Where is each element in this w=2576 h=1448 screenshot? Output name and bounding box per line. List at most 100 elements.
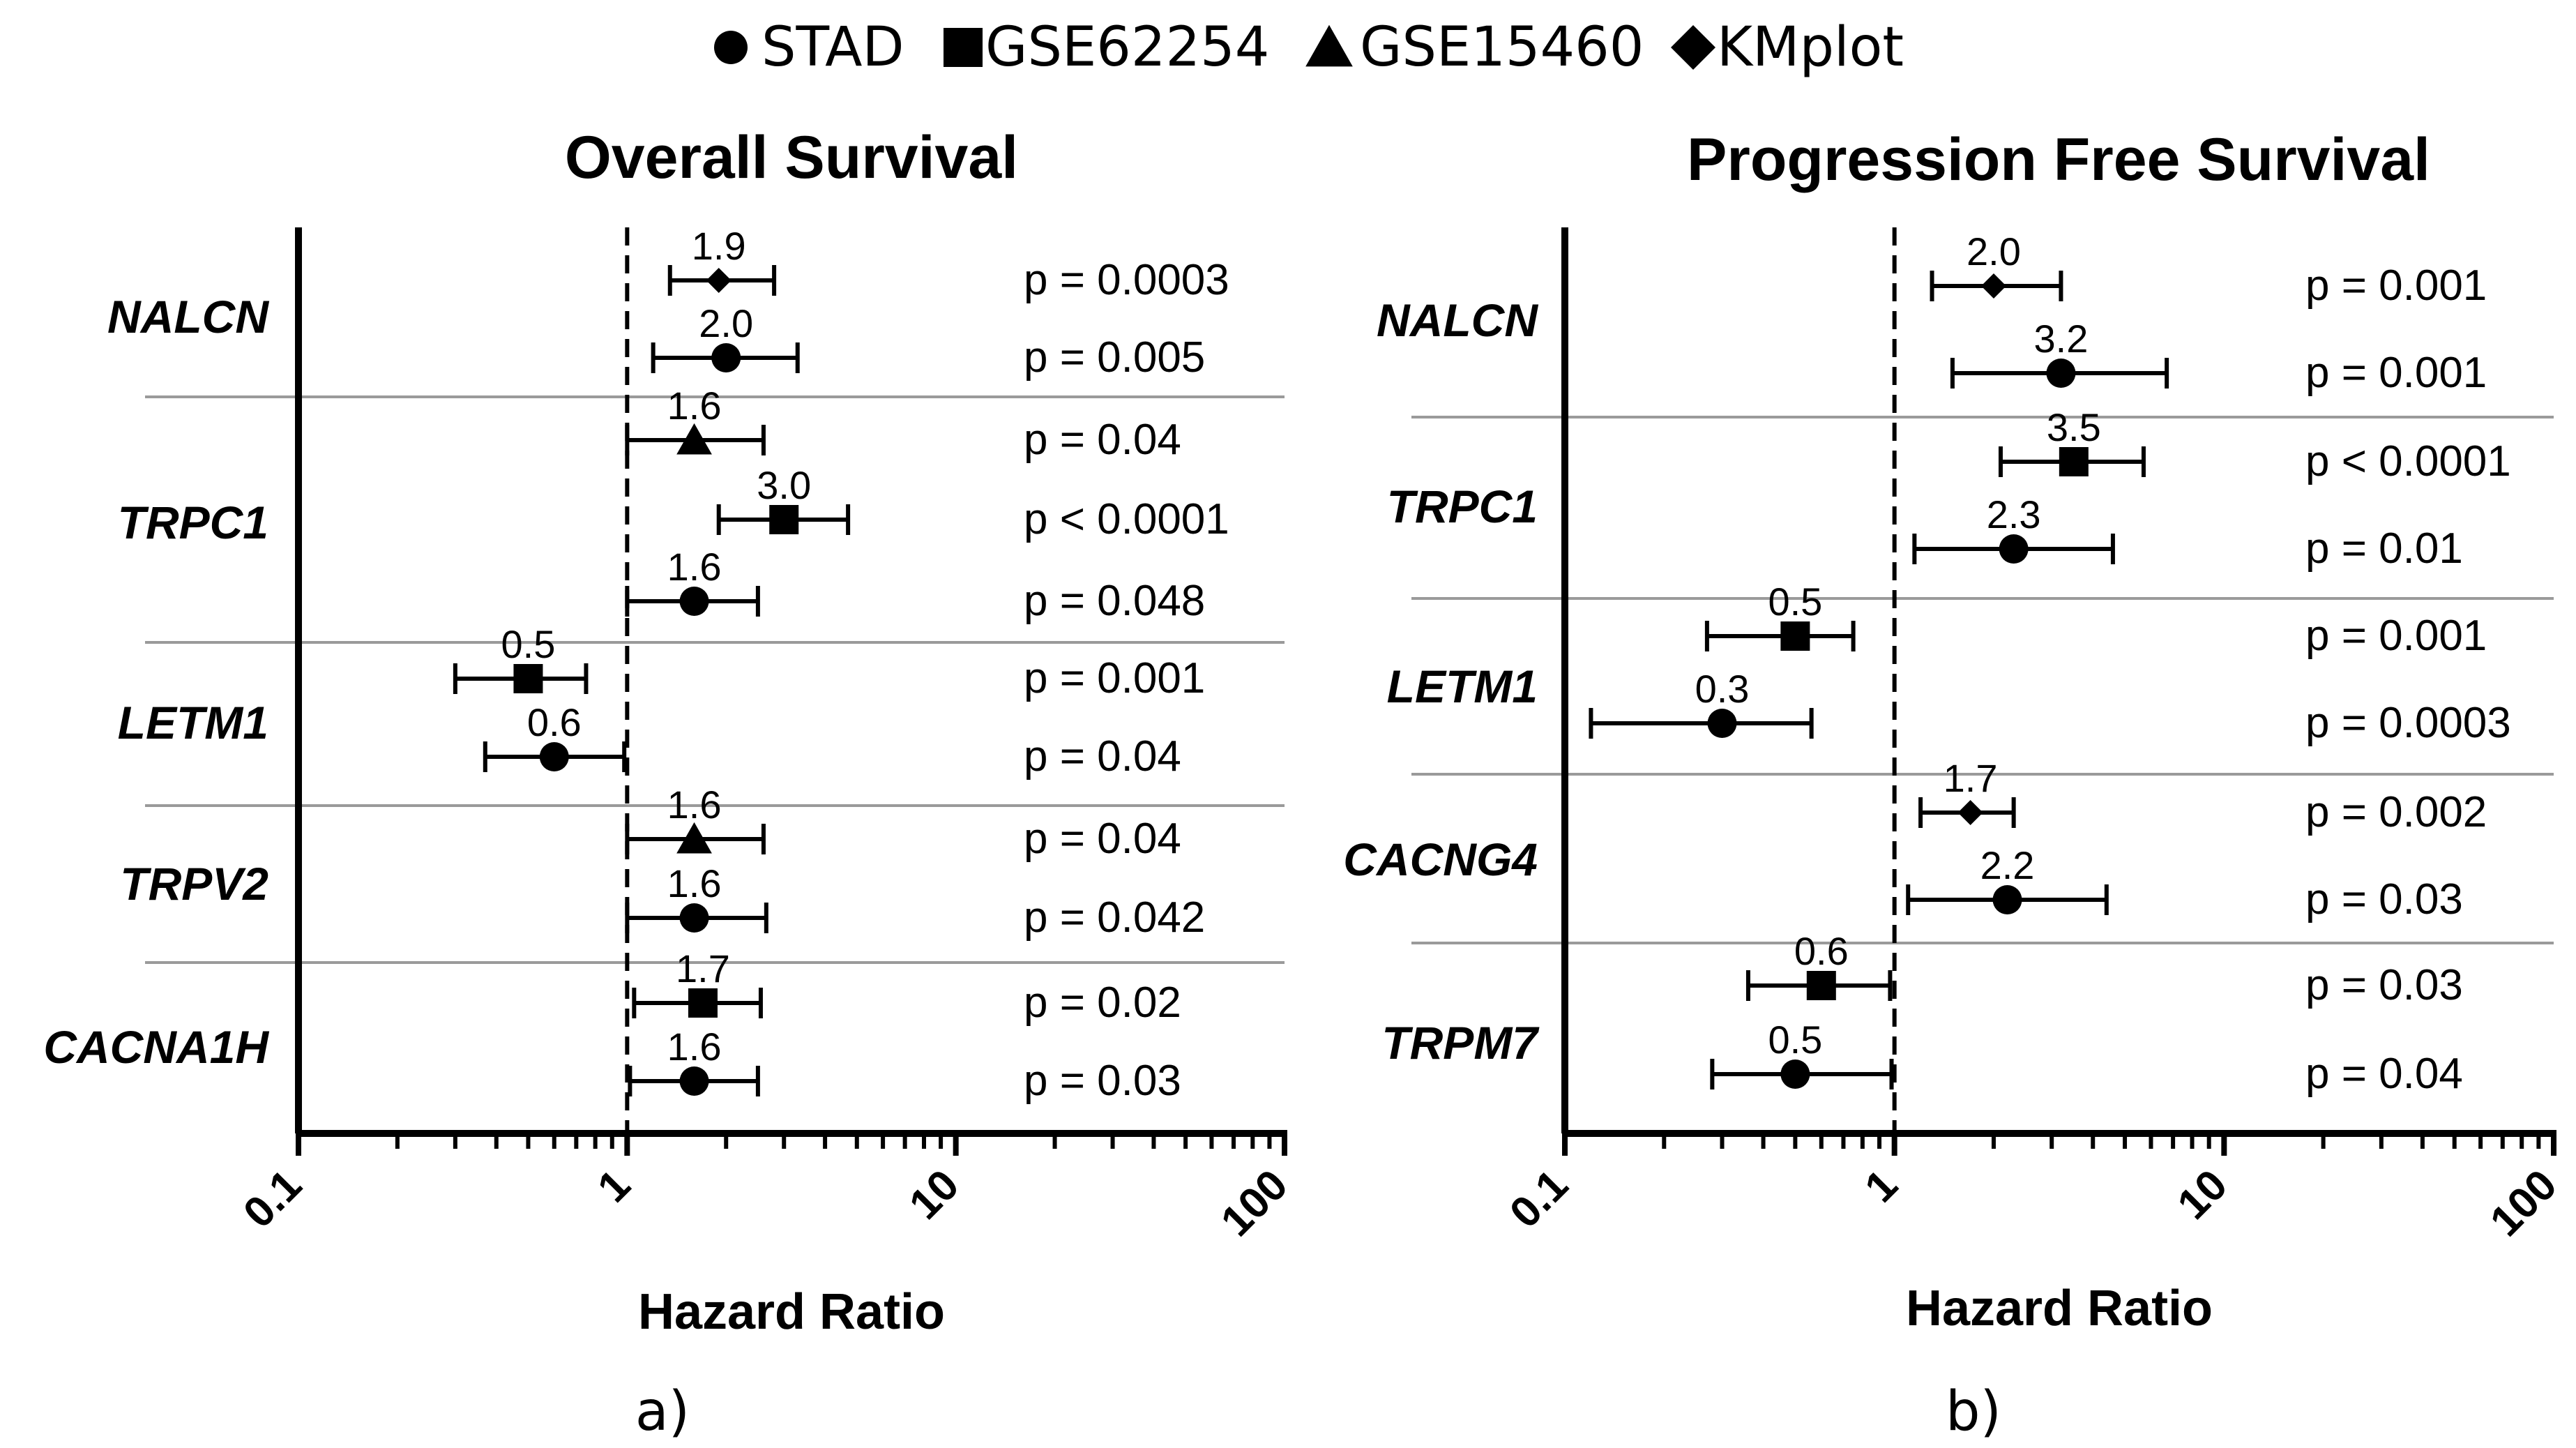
gene-label: NALCN [107,291,269,342]
p-value-label: p = 0.042 [1024,893,1205,942]
gene-label: TRPC1 [118,497,268,548]
forest-row: 1.6 p = 0.04 [625,783,1181,863]
hr-value-label: 3.2 [2034,317,2089,361]
p-value-label: p = 0.001 [2305,262,2487,310]
p-value-label: p = 0.04 [1024,815,1181,863]
hr-point-square-icon [769,505,799,534]
legend-label: GSE62254 [985,16,1269,79]
panel-overall-survival: Overall Survival 0.1 1 10 100 Hazard Ratio a) N… [43,124,1297,1443]
hr-point-circle-icon [711,343,741,372]
chart-title: Overall Survival [565,124,1018,191]
forest-row: 2.0 p = 0.005 [651,301,1205,382]
legend-triangle-icon [1305,24,1353,67]
hr-value-label: 0.5 [1768,1018,1822,1062]
gene-label: CACNA1H [43,1021,269,1073]
gene-label: TRPM7 [1381,1017,1540,1069]
hr-value-label: 1.7 [676,947,730,990]
p-value-label: p < 0.0001 [2305,437,2511,485]
hr-point-diamond-icon [1980,273,2006,299]
hr-point-circle-icon [1999,534,2029,564]
forest-row: 0.5 p = 0.001 [1704,580,2487,660]
hr-value-label: 1.6 [667,545,722,589]
forest-row: 1.7 p = 0.02 [632,947,1181,1027]
x-tick-label: 10 [2169,1161,2237,1229]
gene-label: LETM1 [118,697,268,748]
p-value-label: p = 0.04 [1024,732,1181,780]
p-value-label: p = 0.0003 [2305,699,2511,747]
legend-label: GSE15460 [1360,16,1644,79]
hr-value-label: 1.6 [667,384,722,428]
forest-row: 1.7 p = 0.002 [1918,756,2487,836]
p-value-label: p = 0.001 [1024,654,1205,702]
hr-point-square-icon [2059,447,2089,476]
forest-row: 0.5 p = 0.001 [453,622,1205,702]
p-value-label: p = 0.03 [1024,1057,1181,1105]
x-tick-label: 10 [900,1161,969,1229]
forest-row: 1.6 p = 0.042 [625,861,1205,942]
hr-point-circle-icon [2046,359,2076,388]
hr-point-square-icon [1806,971,1836,1000]
gene-label: TRPV2 [120,858,268,910]
p-value-label: p = 0.048 [1024,577,1205,625]
hr-value-label: 1.6 [667,1025,722,1069]
hr-point-square-icon [513,664,543,693]
gene-label: TRPC1 [1387,481,1538,532]
hr-value-label: 2.3 [1987,492,2041,536]
forest-row: 2.0 p = 0.001 [1930,229,2487,310]
x-tick-label: 100 [2481,1161,2566,1246]
hr-point-circle-icon [1780,1059,1810,1089]
forest-row: 0.5 p = 0.04 [1710,1018,2463,1098]
hr-point-diamond-icon [706,268,732,293]
p-value-label: p = 0.001 [2305,349,2487,397]
hr-value-label: 3.0 [757,463,811,507]
hr-point-circle-icon [679,903,709,933]
hr-value-label: 0.6 [1794,929,1849,973]
hr-value-label: 1.9 [692,224,746,268]
hr-point-triangle-icon [676,822,712,854]
x-tick-label: 100 [1212,1161,1297,1246]
forest-row: 2.3 p = 0.01 [1912,492,2463,573]
hr-point-circle-icon [1707,709,1737,738]
hr-value-label: 2.2 [1980,843,2035,887]
p-value-label: p = 0.04 [2305,1050,2463,1098]
hr-point-circle-icon [539,742,569,771]
hr-point-circle-icon [679,1066,709,1096]
hr-point-diamond-icon [1957,800,1983,825]
chart-title: Progression Free Survival [1687,126,2430,193]
hr-value-label: 0.5 [1768,580,1822,624]
p-value-label: p = 0.03 [2305,961,2463,1009]
panel-progression-free-survival: Progression Free Survival 0.1 1 10 100 Hazard… [1343,126,2566,1443]
forest-row: 1.6 p = 0.048 [625,545,1205,625]
p-value-label: p = 0.04 [1024,416,1181,464]
x-tick-label: 1 [589,1161,639,1212]
hr-value-label: 3.5 [2047,405,2101,449]
gene-label: CACNG4 [1343,834,1538,885]
x-axis-label: Hazard Ratio [638,1284,945,1340]
gene-label: LETM1 [1387,661,1538,712]
panel-label: b) [1946,1380,2001,1443]
p-value-label: p = 0.001 [2305,612,2487,660]
forest-row: 3.0 p < 0.0001 [716,463,1229,543]
gene-label: NALCN [1377,294,1538,346]
hr-value-label: 2.0 [699,301,753,345]
hr-point-triangle-icon [676,423,712,455]
x-tick-label: 1 [1856,1161,1907,1212]
hr-value-label: 0.6 [527,700,582,744]
hr-point-circle-icon [1992,885,2022,914]
forest-row: 0.6 p = 0.04 [483,700,1181,780]
hr-value-label: 2.0 [1967,229,2021,273]
p-value-label: p = 0.01 [2305,525,2463,573]
x-axis-label: Hazard Ratio [1906,1281,2213,1336]
forest-row: 1.6 p = 0.03 [628,1025,1181,1105]
p-value-label: p = 0.005 [1024,333,1205,382]
p-value-label: p = 0.0003 [1024,256,1229,304]
legend-square-icon [944,28,983,67]
hr-value-label: 1.7 [1944,756,1998,800]
forest-row: 0.3 p = 0.0003 [1589,667,2511,747]
legend: STAD GSE62254 GSE15460 KMplot [714,16,1904,79]
forest-row: 2.2 p = 0.03 [1906,843,2463,923]
legend-label: STAD [762,16,904,79]
hr-value-label: 0.5 [501,622,556,666]
p-value-label: p = 0.03 [2305,875,2463,923]
